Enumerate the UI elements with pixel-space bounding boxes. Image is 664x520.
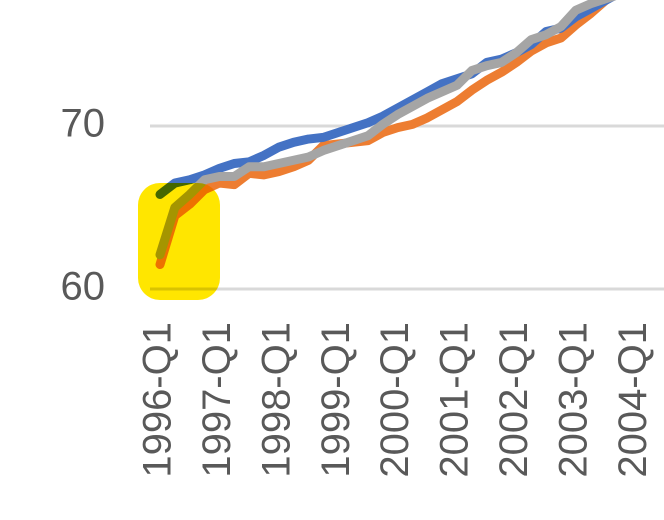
series-line xyxy=(155,0,615,270)
x-tick-label: 1997-Q1 xyxy=(195,322,239,478)
x-tick-label: 2004-Q1 xyxy=(611,322,655,478)
series-line xyxy=(155,0,617,260)
x-tick-label: 1998-Q1 xyxy=(254,322,298,478)
labels: 60 70 1996-Q1 1997-Q1 1998-Q1 1999-Q1 2000-Q1 2… xyxy=(61,102,655,478)
highlight xyxy=(138,183,220,300)
x-tick-label: 1999-Q1 xyxy=(314,322,358,478)
lines xyxy=(155,0,617,270)
x-tick-label: 2003-Q1 xyxy=(551,322,595,478)
x-tick-label: 2001-Q1 xyxy=(433,322,477,478)
grid xyxy=(150,124,664,291)
x-tick-label: 2002-Q1 xyxy=(492,322,536,478)
y-tick-label: 70 xyxy=(61,102,106,146)
x-tick-label: 2000-Q1 xyxy=(373,322,417,478)
x-tick-label: 1996-Q1 xyxy=(136,322,180,478)
y-tick-label: 60 xyxy=(61,265,106,309)
